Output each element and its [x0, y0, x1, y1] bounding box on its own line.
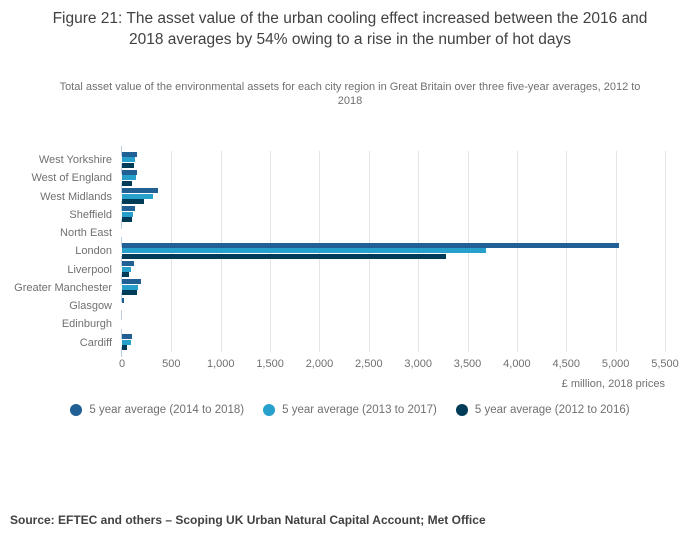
- y-axis-tick: [121, 219, 122, 230]
- gridline: [665, 151, 666, 352]
- legend-label: 5 year average (2013 to 2017): [282, 404, 437, 416]
- legend-item[interactable]: 5 year average (2012 to 2016): [455, 404, 630, 416]
- x-tick-label: 5,000: [601, 358, 630, 370]
- y-axis-tick: [121, 182, 122, 193]
- bar[interactable]: [122, 175, 136, 181]
- bar[interactable]: [122, 211, 133, 217]
- gridline: [516, 151, 518, 352]
- category-label: West Midlands: [40, 190, 112, 203]
- category-label: Glasgow: [69, 300, 112, 313]
- chart-legend: 5 year average (2014 to 2018) 5 year aver…: [0, 404, 700, 416]
- y-axis-tick: [121, 273, 122, 284]
- legend-marker-icon: [70, 404, 83, 416]
- legend-marker-icon: [455, 404, 468, 416]
- bar[interactable]: [122, 206, 135, 212]
- bar[interactable]: [122, 339, 131, 345]
- figure-subtitle: Total asset value of the environmental a…: [59, 81, 641, 108]
- category-label: Edinburgh: [61, 318, 112, 331]
- x-tick-label: 500: [162, 358, 181, 370]
- bar[interactable]: [122, 261, 135, 267]
- y-axis-tick: [121, 328, 122, 339]
- gridline: [615, 151, 617, 352]
- bar[interactable]: [122, 162, 134, 168]
- category-label: Sheffield: [69, 208, 112, 221]
- bar[interactable]: [122, 217, 132, 223]
- category-label: London: [75, 245, 112, 258]
- bar[interactable]: [122, 188, 158, 194]
- bar[interactable]: [122, 180, 133, 186]
- category-label: North East: [60, 227, 112, 240]
- y-axis-tick: [121, 292, 122, 303]
- bar[interactable]: [122, 290, 137, 296]
- bar[interactable]: [122, 253, 446, 259]
- bar[interactable]: [122, 151, 138, 157]
- x-axis-title: £ million, 2018 prices: [561, 378, 665, 390]
- category-label: West of England: [31, 172, 112, 185]
- bar[interactable]: [122, 279, 142, 285]
- bar[interactable]: [122, 284, 139, 290]
- y-axis-tick: [121, 200, 122, 211]
- category-label: Liverpool: [67, 263, 112, 276]
- bar[interactable]: [122, 242, 620, 248]
- bar[interactable]: [122, 169, 138, 175]
- x-tick-label: 5,500: [651, 358, 679, 370]
- y-axis-tick: [121, 164, 122, 175]
- bar[interactable]: [122, 199, 145, 205]
- x-tick-label: 4,500: [552, 358, 581, 370]
- category-label: Cardiff: [79, 336, 112, 349]
- y-axis-tick: [121, 146, 122, 156]
- bar[interactable]: [122, 334, 133, 340]
- legend-label: 5 year average (2014 to 2018): [89, 404, 245, 416]
- legend-item[interactable]: 5 year average (2013 to 2017): [263, 404, 437, 416]
- x-tick-label: 3,000: [404, 358, 432, 370]
- bar[interactable]: [122, 193, 154, 199]
- y-axis-tick: [121, 310, 122, 321]
- bar[interactable]: [122, 272, 129, 278]
- x-tick-label: 2,500: [355, 358, 383, 370]
- source-note: Source: EFTEC and others – Scoping UK Ur…: [10, 513, 486, 527]
- legend-item[interactable]: 5 year average (2014 to 2018): [70, 404, 244, 416]
- legend-label: 5 year average (2012 to 2016): [474, 404, 630, 416]
- bar[interactable]: [122, 157, 136, 162]
- x-tick-label: 4,000: [503, 358, 531, 370]
- gridline: [566, 151, 568, 352]
- bar[interactable]: [122, 248, 486, 254]
- x-tick-label: 1,500: [256, 358, 284, 370]
- category-label: Greater Manchester: [14, 281, 112, 294]
- x-tick-label: 3,500: [453, 358, 482, 370]
- bar[interactable]: [122, 266, 131, 272]
- legend-marker-icon: [263, 404, 276, 416]
- bar[interactable]: [122, 297, 125, 303]
- x-tick-label: 1,000: [206, 358, 235, 370]
- x-tick-label: 0: [118, 358, 126, 370]
- x-tick-label: 2,000: [305, 358, 334, 370]
- y-axis-tick: [121, 237, 122, 248]
- category-label: West Yorkshire: [38, 154, 112, 166]
- y-axis-tick: [121, 347, 122, 357]
- bar[interactable]: [122, 345, 127, 351]
- y-axis-tick: [121, 255, 122, 266]
- figure-title: Figure 21: The asset value of the urban …: [52, 10, 648, 49]
